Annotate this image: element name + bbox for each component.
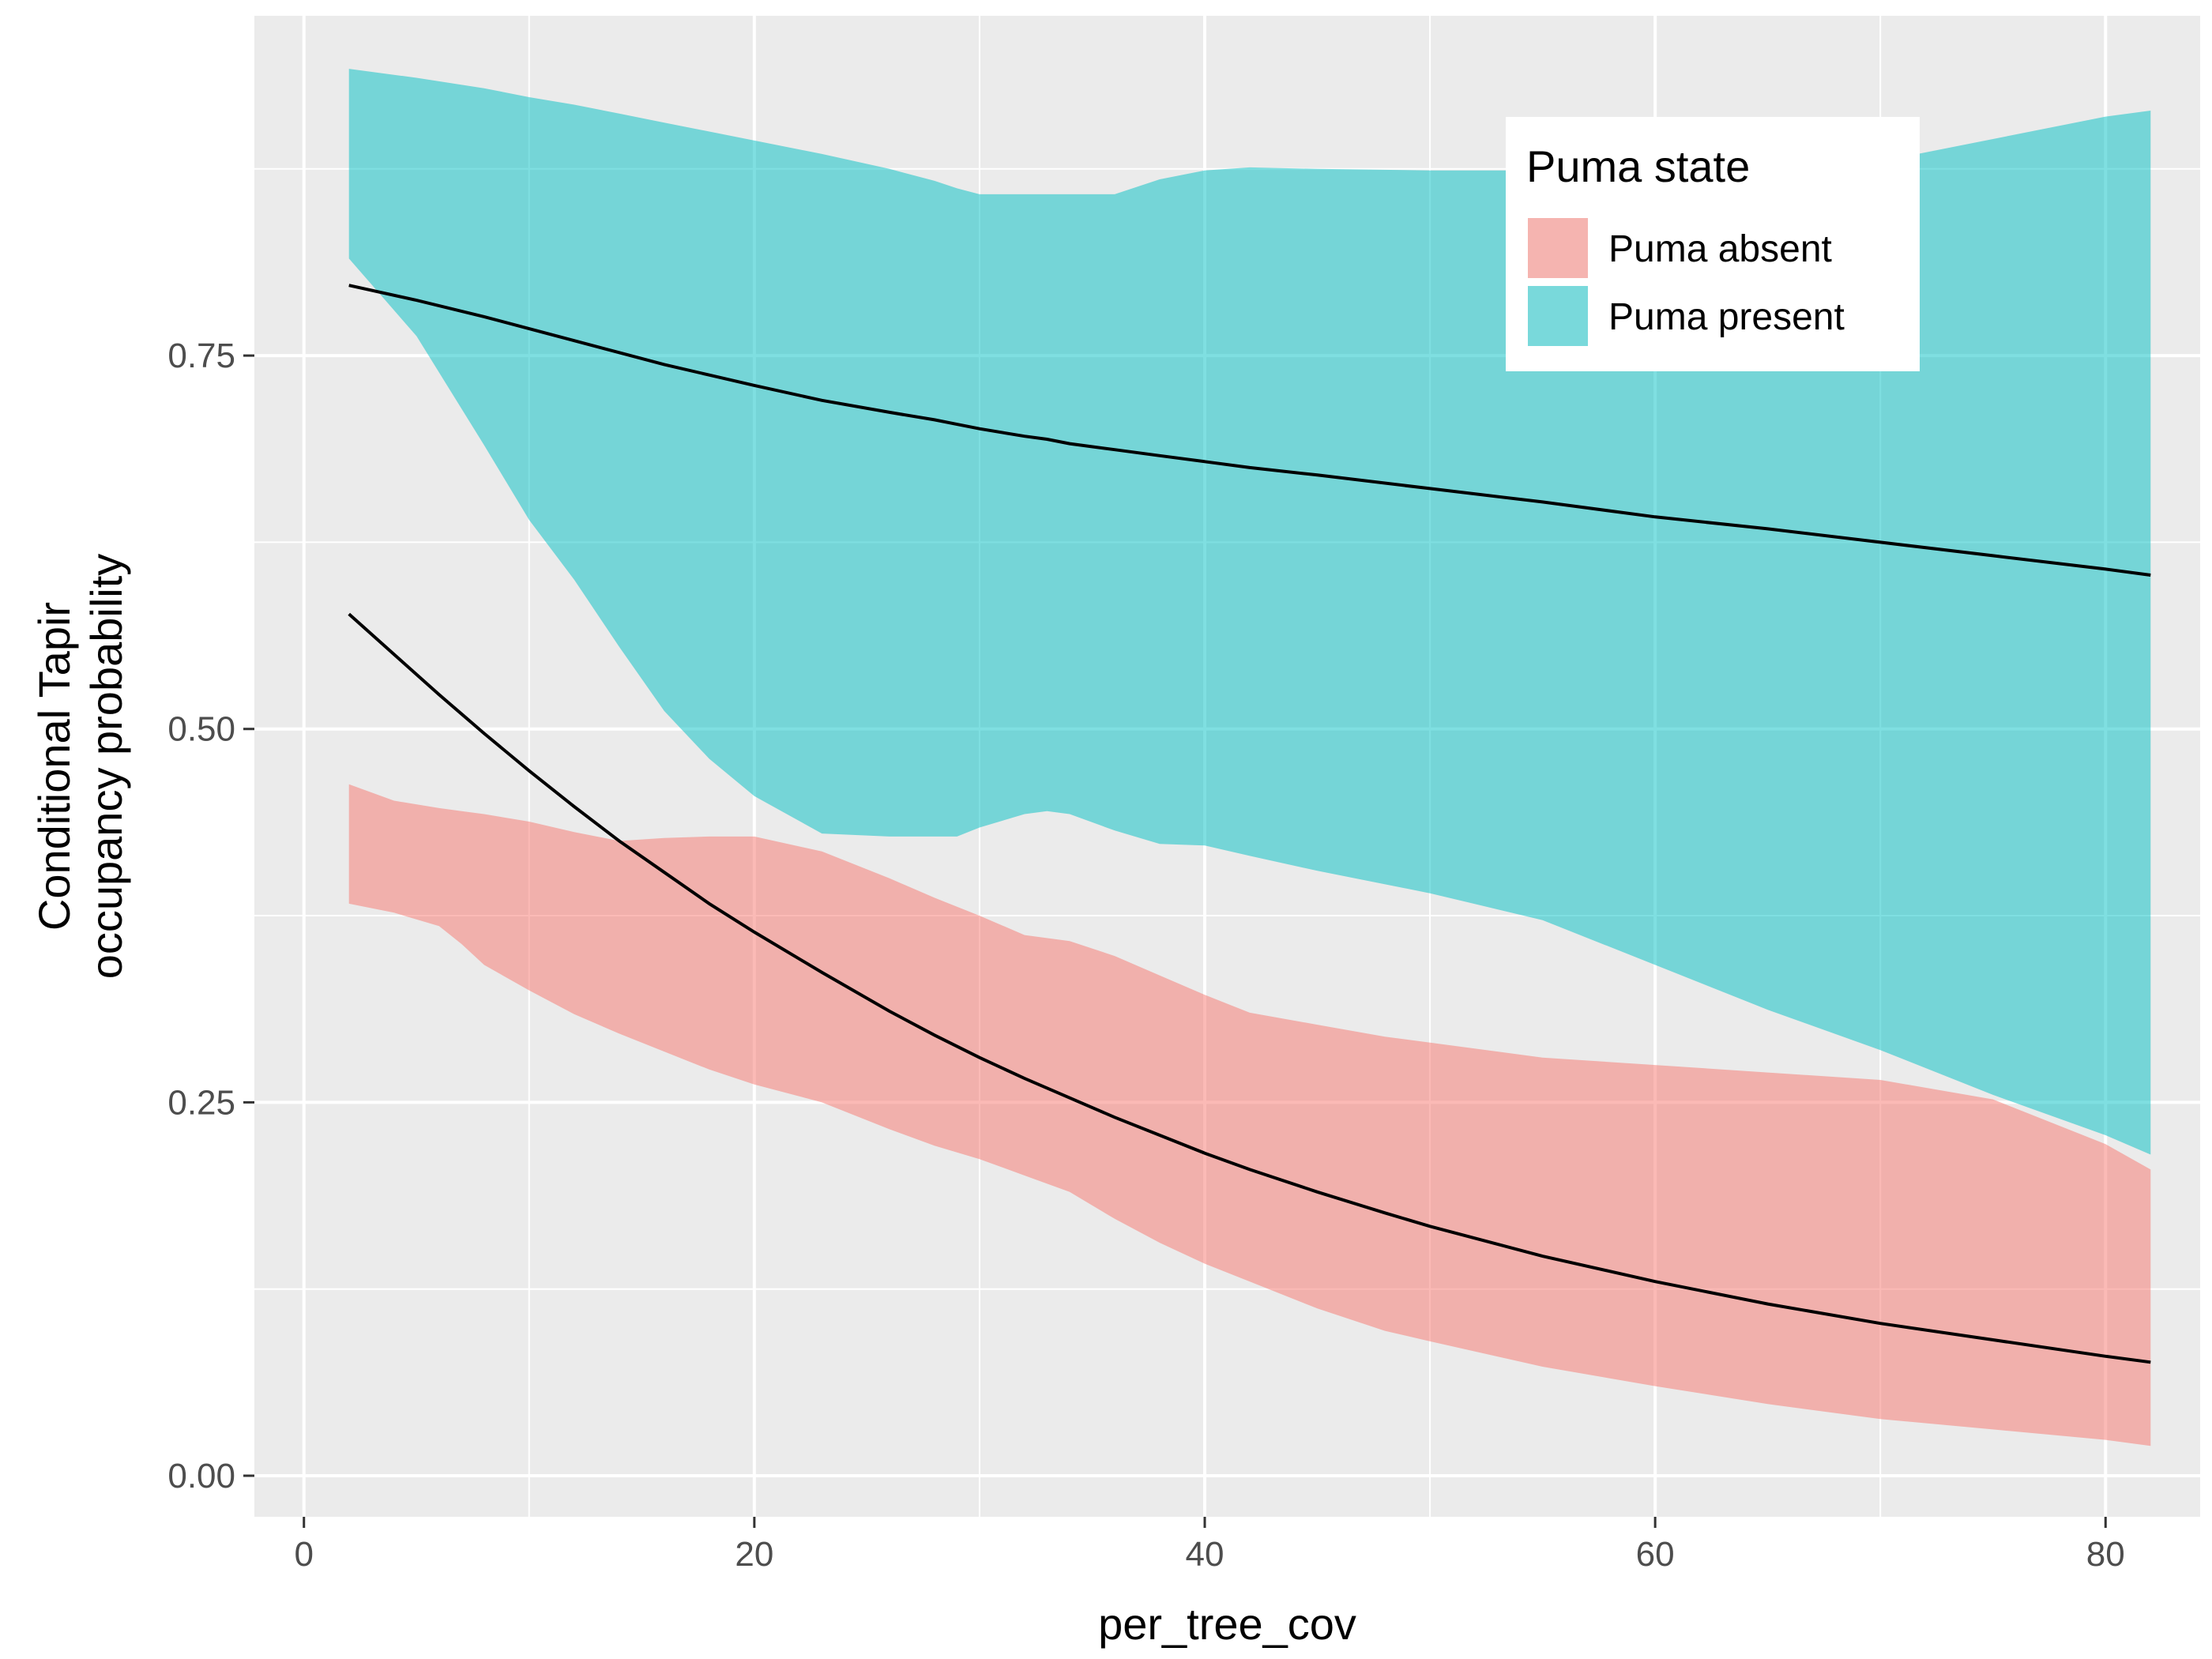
y-axis-title-line: occupancy probability <box>81 554 131 980</box>
legend-label: Puma absent <box>1608 228 1832 270</box>
band-puma-absent <box>348 784 2151 1446</box>
x-tick-label: 0 <box>294 1535 313 1574</box>
y-tick-label: 0.50 <box>167 710 235 749</box>
legend-title: Puma state <box>1526 141 1750 191</box>
x-axis-title: per_tree_cov <box>1098 1599 1356 1649</box>
line-puma-absent <box>348 612 2151 1364</box>
x-tick-label: 80 <box>2086 1535 2125 1574</box>
y-axis-title: Conditional Tapiroccupancy probability <box>29 554 131 980</box>
legend-key-puma-absent <box>1526 216 1589 280</box>
axes: 0 20 40 60 80 0.00 0.25 0.50 0.75 <box>167 337 2124 1574</box>
y-axis-title-line: Conditional Tapir <box>29 602 79 931</box>
y-tick-label: 0.25 <box>167 1083 235 1122</box>
legend-label: Puma present <box>1608 296 1845 338</box>
x-tick-label: 40 <box>1186 1535 1224 1574</box>
x-tick-label: 60 <box>1636 1535 1675 1574</box>
x-tick-label: 20 <box>735 1535 773 1574</box>
mean-lines <box>348 284 2151 1364</box>
legend: Puma state Puma absent Puma present <box>1506 117 1920 371</box>
y-tick-label: 0.75 <box>167 337 235 375</box>
line-puma-present <box>348 284 2151 577</box>
legend-key-puma-present <box>1526 284 1589 348</box>
y-tick-label: 0.00 <box>167 1457 235 1495</box>
